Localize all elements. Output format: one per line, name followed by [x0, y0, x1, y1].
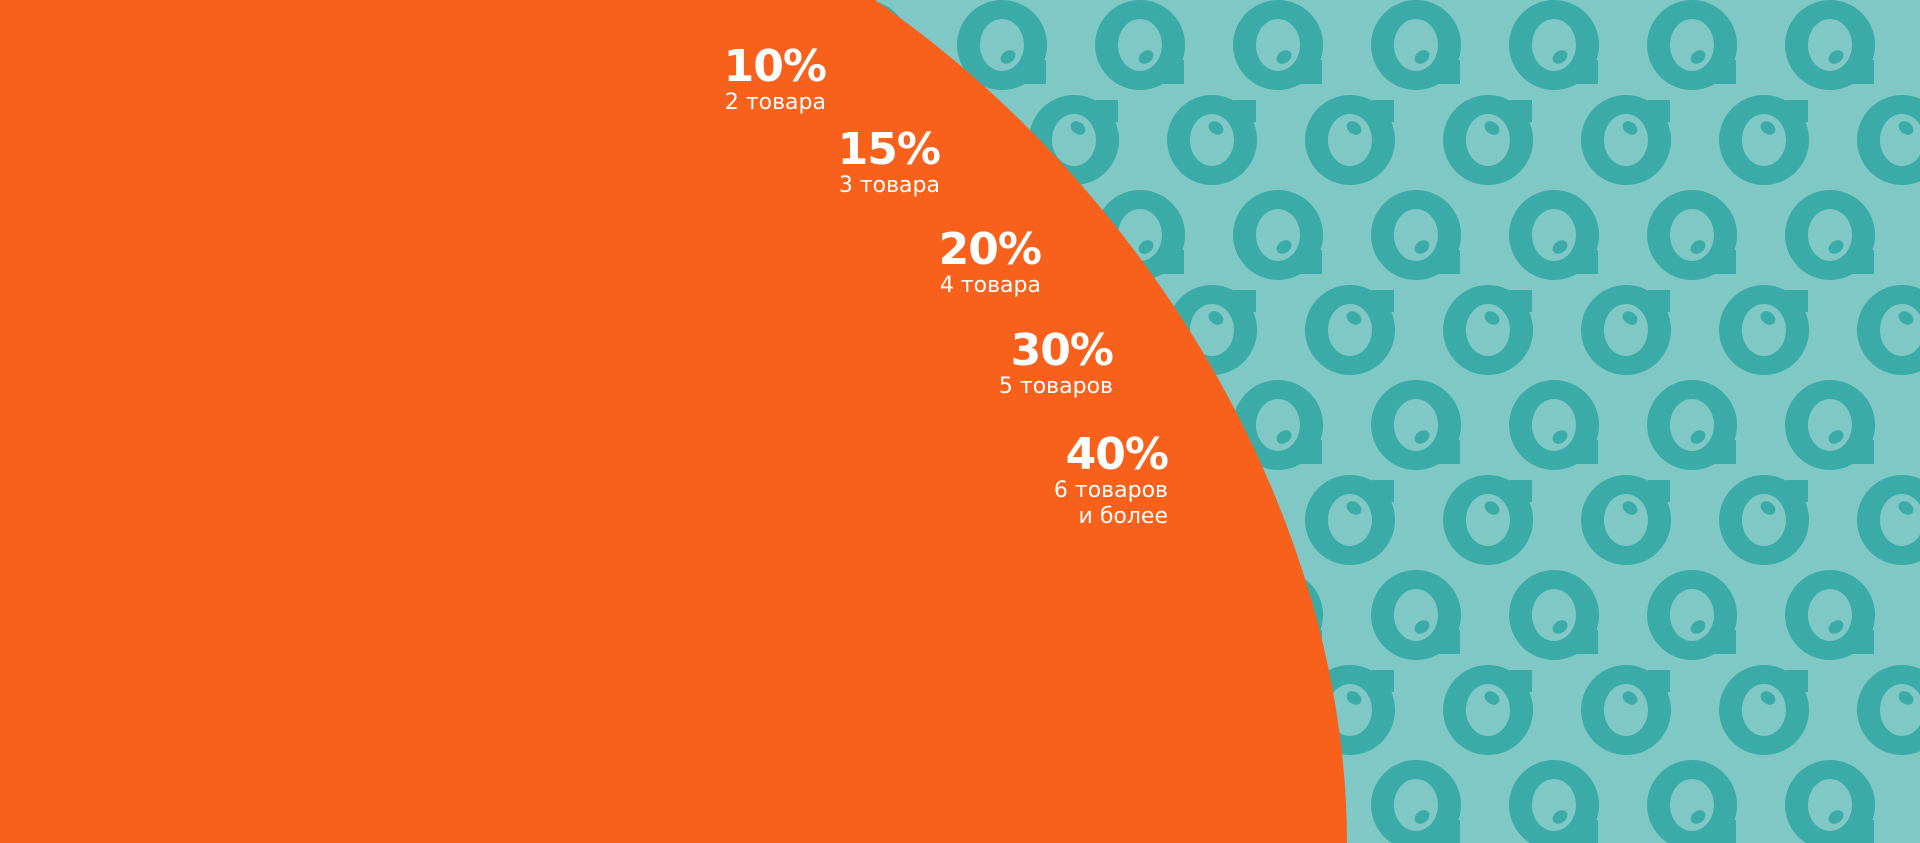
tier-label: 5 товаров [998, 374, 1113, 399]
discount-tier-30: 30% 5 товаров [998, 325, 1114, 400]
tier-label: 6 товаров [1053, 478, 1168, 503]
tier-label: 2 товара [724, 90, 826, 115]
discount-tier-40: 40% 6 товаров и более [1053, 429, 1169, 530]
tier-percent: 20% [938, 224, 1042, 275]
tier-percent: 40% [1065, 429, 1169, 480]
tier-label: 4 товара [939, 273, 1041, 298]
tier-percent: 30% [1010, 325, 1114, 376]
discount-tier-15: 15% 3 товара [837, 124, 941, 199]
tier-label: 3 товара [838, 173, 940, 198]
tier-percent: 15% [837, 124, 941, 175]
tier-percent: 10% [723, 41, 827, 92]
tier-label-line2: и более [1078, 504, 1168, 529]
discount-tier-10: 10% 2 товара [723, 41, 827, 116]
orange-shape [0, 0, 1347, 843]
discount-tier-20: 20% 4 товара [938, 224, 1042, 299]
